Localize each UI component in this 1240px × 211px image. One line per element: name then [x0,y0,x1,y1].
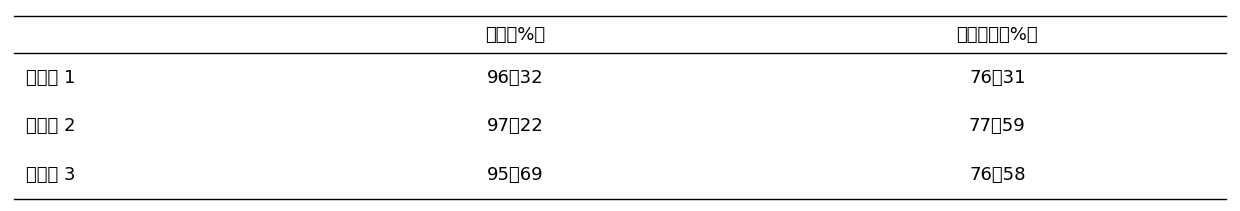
Text: 提取得率（%）: 提取得率（%） [956,26,1038,44]
Text: 97．22: 97．22 [486,117,543,135]
Text: 实施例 3: 实施例 3 [26,166,76,184]
Text: 95．69: 95．69 [486,166,543,184]
Text: 76．31: 76．31 [970,69,1025,87]
Text: 实施例 2: 实施例 2 [26,117,76,135]
Text: 实施例 1: 实施例 1 [26,69,76,87]
Text: 96．32: 96．32 [486,69,543,87]
Text: 含量（%）: 含量（%） [485,26,544,44]
Text: 77．59: 77．59 [968,117,1025,135]
Text: 76．58: 76．58 [970,166,1025,184]
